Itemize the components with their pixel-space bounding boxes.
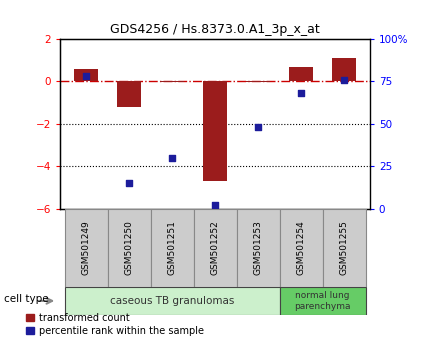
Bar — [64, 209, 108, 287]
Point — [298, 91, 304, 96]
Bar — [117, 81, 141, 107]
Text: GSM501249: GSM501249 — [82, 221, 90, 275]
Bar — [160, 81, 184, 82]
Point — [341, 77, 347, 82]
Bar — [332, 58, 356, 81]
Text: GSM501251: GSM501251 — [168, 220, 176, 275]
Point — [255, 125, 261, 130]
Bar — [108, 209, 150, 287]
Point — [212, 202, 218, 208]
Bar — [64, 287, 280, 315]
Text: GSM501255: GSM501255 — [340, 220, 348, 275]
Legend: transformed count, percentile rank within the sample: transformed count, percentile rank withi… — [26, 313, 204, 336]
Title: GDS4256 / Hs.8373.0.A1_3p_x_at: GDS4256 / Hs.8373.0.A1_3p_x_at — [110, 23, 320, 36]
Bar — [246, 81, 270, 82]
Point — [126, 181, 132, 186]
Bar — [289, 67, 313, 81]
Text: caseous TB granulomas: caseous TB granulomas — [110, 296, 234, 306]
Bar — [203, 81, 227, 181]
Bar — [280, 287, 366, 315]
Text: normal lung
parenchyma: normal lung parenchyma — [294, 291, 351, 310]
Text: GSM501250: GSM501250 — [125, 220, 133, 275]
Text: GSM501253: GSM501253 — [254, 220, 262, 275]
Bar — [237, 209, 280, 287]
Bar — [280, 209, 322, 287]
Bar — [322, 209, 366, 287]
Bar — [74, 69, 98, 81]
Point — [83, 74, 89, 79]
Text: GSM501254: GSM501254 — [297, 221, 305, 275]
Point — [169, 155, 175, 161]
Bar — [150, 209, 194, 287]
Text: cell type: cell type — [4, 295, 49, 304]
Bar — [194, 209, 236, 287]
Text: GSM501252: GSM501252 — [211, 221, 219, 275]
